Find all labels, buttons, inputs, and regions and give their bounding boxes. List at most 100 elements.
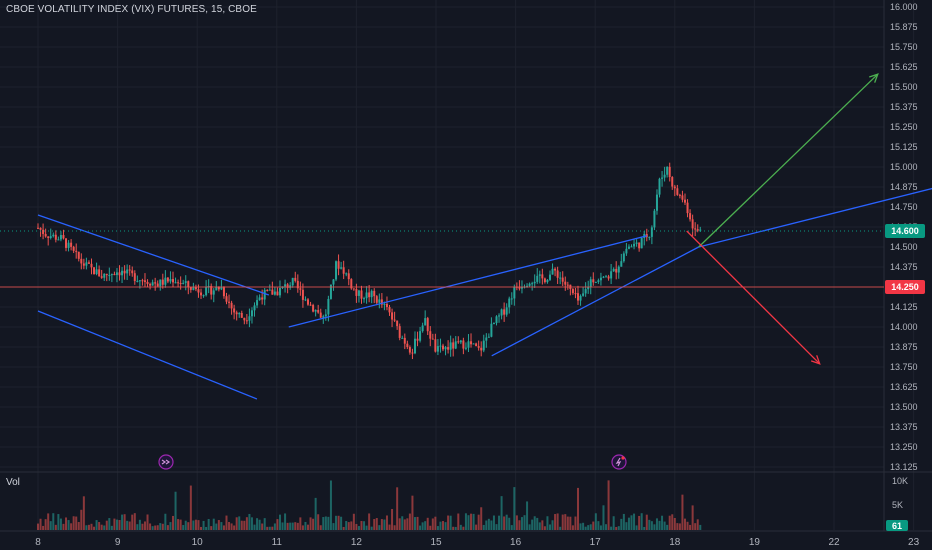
candle-body: [42, 229, 45, 234]
volume-bar: [551, 520, 554, 530]
volume-bar: [536, 517, 539, 530]
candle-body: [59, 235, 62, 240]
volume-bar: [459, 524, 462, 530]
volume-bar: [378, 525, 381, 530]
candle-body: [671, 177, 674, 187]
notification-dot: [621, 456, 625, 460]
candle-body: [113, 274, 116, 276]
volume-bar: [75, 516, 78, 530]
candle-body: [225, 296, 228, 302]
candle-body: [98, 269, 101, 277]
candle-body: [319, 312, 322, 318]
event-lightning-icon[interactable]: [611, 454, 627, 470]
candle-body: [582, 293, 585, 296]
volume-bar: [589, 524, 592, 530]
candle-body: [543, 278, 546, 283]
candle-body: [230, 302, 233, 309]
volume-bar: [676, 523, 679, 530]
candle-body: [174, 282, 177, 284]
volume-bar: [332, 523, 335, 530]
volume-bar: [694, 523, 697, 530]
candle-body: [256, 300, 259, 306]
price-tick-label: 15.250: [890, 122, 918, 132]
candle-body: [235, 312, 238, 315]
volume-bar: [365, 525, 368, 530]
time-tick-label: 22: [828, 537, 840, 548]
volume-bar: [151, 526, 154, 530]
candle-body: [574, 293, 577, 295]
candle-body: [676, 188, 679, 195]
last-price-tag: [885, 224, 925, 238]
volume-bar: [123, 514, 126, 530]
volume-bar: [296, 522, 299, 530]
candle-body: [304, 299, 307, 301]
time-tick-label: 16: [510, 537, 522, 548]
time-tick-label: 17: [590, 537, 602, 548]
candle-body: [108, 275, 111, 277]
candle-body: [531, 283, 534, 285]
volume-bar: [215, 523, 218, 530]
volume-bar: [340, 516, 343, 530]
candle-body: [273, 291, 276, 295]
candle-body: [294, 277, 297, 281]
time-tick-label: 11: [272, 537, 283, 548]
volume-bar: [225, 515, 228, 530]
volume-bar: [263, 518, 266, 530]
candle-body: [564, 281, 567, 285]
candle-body: [49, 236, 52, 238]
volume-bar: [518, 520, 521, 530]
drawings: [0, 73, 932, 400]
volume-bar: [653, 524, 656, 530]
volume-bar: [470, 513, 473, 530]
volume-bar: [658, 520, 661, 530]
candle-body: [605, 276, 608, 278]
candle-body: [110, 274, 113, 276]
volume-bar: [100, 524, 103, 530]
candle-body: [408, 347, 411, 353]
time-tick-label: 10: [192, 537, 204, 548]
candle-body: [477, 346, 480, 348]
volume-bar: [230, 523, 233, 530]
volume-bar: [444, 522, 447, 530]
volume-bar: [419, 525, 422, 530]
candle-body: [363, 298, 366, 300]
volume-bar: [350, 521, 353, 530]
volume-bar: [661, 515, 664, 530]
candle-body: [406, 343, 409, 348]
event-forward-icon[interactable]: [158, 454, 174, 470]
volume-bar: [475, 524, 478, 530]
volume-bar: [480, 507, 483, 530]
candle-body: [650, 227, 653, 237]
volume-bar: [597, 521, 600, 530]
candle-body: [189, 287, 192, 290]
volume-bar: [98, 522, 101, 530]
candle-body: [347, 273, 350, 280]
volume-bar: [447, 515, 450, 530]
volume-bar: [671, 514, 674, 530]
volume-bar: [138, 519, 141, 530]
volume-bar: [683, 518, 686, 530]
volume-badge-text: 61: [892, 521, 902, 531]
candle-body: [151, 282, 154, 286]
volume-bars: [37, 480, 702, 530]
volume-bar: [93, 526, 96, 530]
candle-body: [663, 174, 666, 178]
volume-bar: [592, 521, 595, 530]
price-tick-label: 15.000: [890, 162, 918, 172]
candle-body: [426, 318, 429, 332]
volume-bar: [95, 520, 98, 530]
volume-bar: [217, 520, 220, 530]
volume-bar: [696, 519, 699, 530]
candle-body: [635, 242, 638, 244]
candle-body: [143, 280, 146, 282]
price-tick-label: 15.625: [890, 62, 918, 72]
volume-bar: [464, 513, 467, 530]
price-tick-label: 14.125: [890, 302, 918, 312]
volume-bar: [505, 514, 508, 530]
candle-body: [454, 341, 457, 349]
volume-bar: [87, 524, 90, 530]
volume-bar: [436, 526, 439, 530]
candle-body: [217, 286, 220, 290]
volume-bar: [42, 525, 45, 530]
